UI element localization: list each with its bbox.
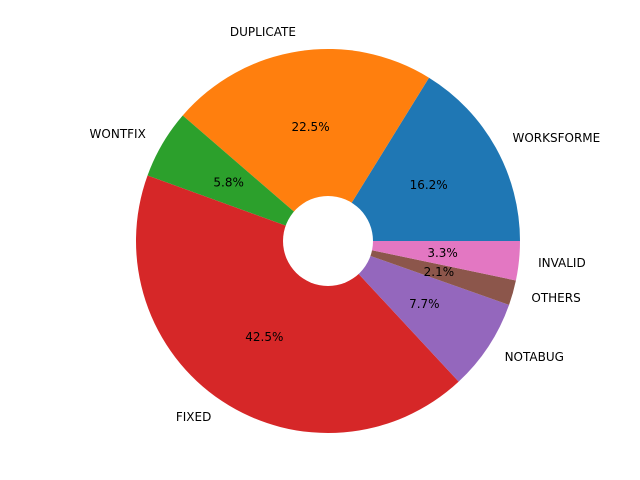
- pie-slice-others: [328, 241, 516, 305]
- donut-hole: [283, 196, 373, 286]
- pct-label-invalid: 3.3%: [427, 246, 458, 260]
- slice-label-worksforme: WORKSFORME: [512, 131, 600, 145]
- pct-label-wontfix: 5.8%: [213, 176, 244, 190]
- pie-slice-duplicate: [182, 48, 429, 241]
- slice-label-notabug: NOTABUG: [505, 350, 564, 364]
- pie-slice-fixed: [135, 175, 459, 434]
- pct-label-duplicate: 22.5%: [291, 120, 329, 134]
- slice-label-invalid: INVALID: [538, 256, 586, 270]
- pct-label-fixed: 42.5%: [245, 330, 283, 344]
- pie-slice-worksforme: [328, 77, 520, 242]
- pie-slice-invalid: [328, 241, 520, 281]
- pct-label-worksforme: 16.2%: [410, 178, 448, 192]
- pie-slice-notabug: [328, 241, 510, 382]
- slice-label-fixed: FIXED: [176, 410, 211, 424]
- slice-label-wontfix: WONTFIX: [90, 127, 146, 141]
- pct-label-notabug: 7.7%: [409, 297, 440, 311]
- slice-label-duplicate: DUPLICATE: [230, 25, 296, 39]
- pie-slice-wontfix: [147, 115, 328, 241]
- slice-label-others: OTHERS: [531, 291, 580, 305]
- pct-label-others: 2.1%: [424, 265, 455, 279]
